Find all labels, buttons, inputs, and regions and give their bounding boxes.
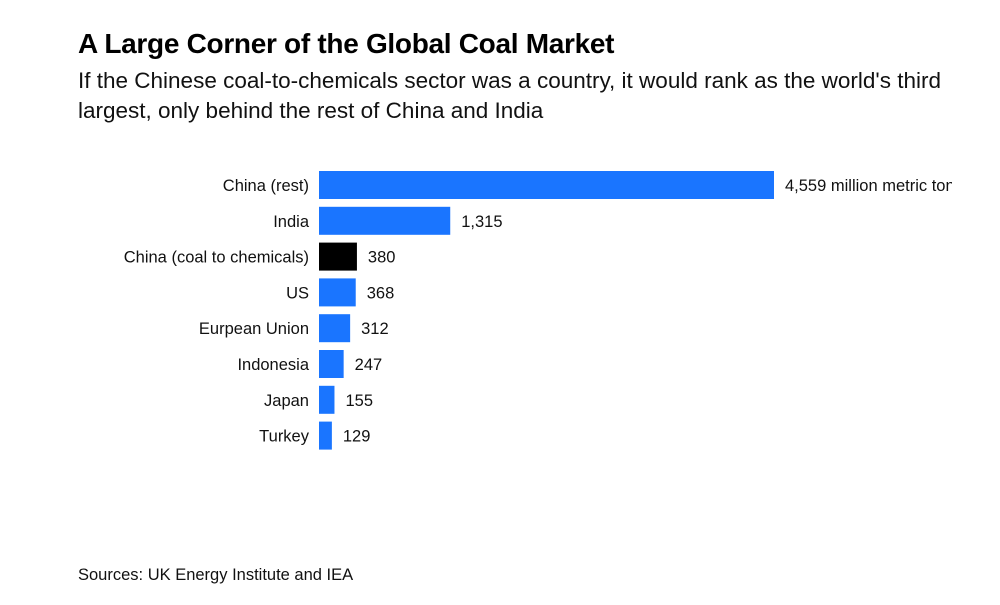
chart-title: A Large Corner of the Global Coal Market [78,28,615,59]
value-label-eurpean-union: 312 [361,320,389,338]
bar-chart: China (rest) 4,559 million metric tons Ind… [0,160,952,460]
bar-turkey [319,421,332,450]
bar-japan [319,385,335,414]
source-note: Sources: UK Energy Institute and IEA [78,566,354,584]
bar-chart-svg: China (rest) 4,559 million metric tons Ind… [124,171,952,450]
value-label-turkey: 129 [343,428,371,446]
category-label-turkey: Turkey [259,428,310,446]
value-label-india: 1,315 [461,213,502,231]
category-label-indonesia: Indonesia [237,356,309,374]
category-label-china-rest: China (rest) [223,177,309,195]
value-label-china-coal-to-chemicals: 380 [368,249,396,267]
value-label-us: 368 [367,284,395,302]
bar-india [319,206,451,235]
category-label-us: US [286,284,309,302]
value-label-japan: 155 [345,392,373,410]
category-label-china-coal-to-chemicals: China (coal to chemicals) [124,249,309,267]
bar-us [319,278,356,307]
value-label-china-rest: 4,559 million metric tons [785,177,952,195]
category-label-eurpean-union: Eurpean Union [199,320,309,338]
value-label-indonesia: 247 [355,356,383,374]
bar-china-rest [319,171,774,199]
bar-eurpean-union [319,314,351,343]
category-label-india: India [273,213,310,231]
bar-indonesia [319,350,344,378]
bar-china-coal-to-chemicals [319,242,357,271]
chart-subtitle: If the Chinese coal-to-chemicals sector … [78,68,941,123]
category-label-japan: Japan [264,392,309,410]
